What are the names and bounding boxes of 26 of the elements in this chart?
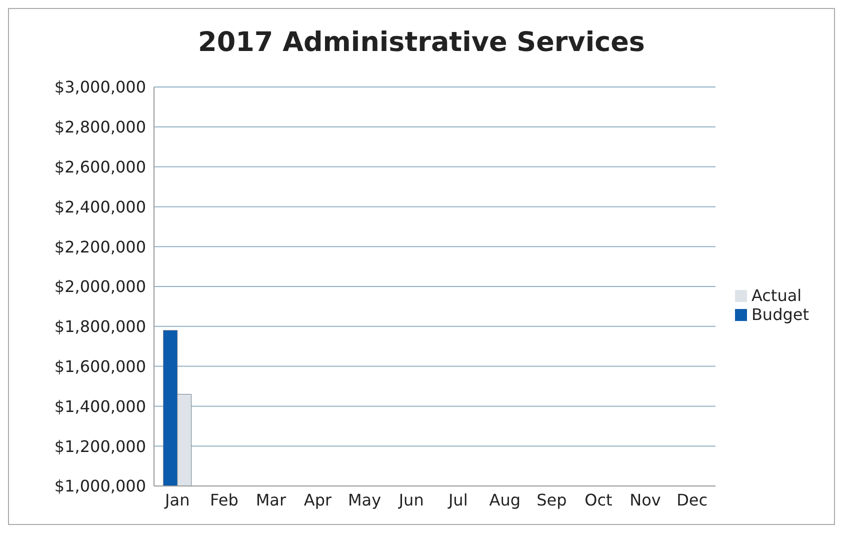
y-tick-label: $2,600,000 (54, 157, 146, 176)
y-tick-label: $1,400,000 (54, 396, 146, 416)
x-tick-label: Nov (630, 490, 661, 510)
legend-label: Actual (751, 286, 802, 304)
y-tick-label: $1,600,000 (54, 356, 146, 376)
x-tick-label: May (348, 490, 382, 510)
y-tick-label: $3,000,000 (54, 78, 146, 97)
x-tick-label: Jan (164, 490, 190, 510)
x-tick-label: Aug (489, 490, 521, 510)
x-tick-label: Jul (447, 490, 468, 510)
y-tick-label: $1,000,000 (54, 476, 146, 496)
legend-label: Budget (751, 304, 809, 324)
y-tick-label: $2,000,000 (54, 277, 146, 296)
y-tick-label: $1,800,000 (54, 317, 146, 336)
x-tick-label: Sep (536, 490, 567, 510)
x-tick-label: Mar (256, 490, 286, 510)
x-tick-label: Oct (584, 490, 612, 510)
x-tick-label: Apr (304, 490, 332, 510)
x-tick-label: Jun (398, 490, 424, 510)
y-tick-label: $1,200,000 (54, 436, 146, 456)
y-tick-label: $2,200,000 (54, 237, 146, 256)
x-tick-label: Dec (676, 490, 708, 510)
y-tick-label: $2,400,000 (54, 197, 146, 216)
x-tick-label: Feb (210, 490, 238, 510)
y-tick-label: $2,800,000 (54, 118, 146, 137)
chart-title: 2017 Administrative Services (197, 26, 646, 60)
